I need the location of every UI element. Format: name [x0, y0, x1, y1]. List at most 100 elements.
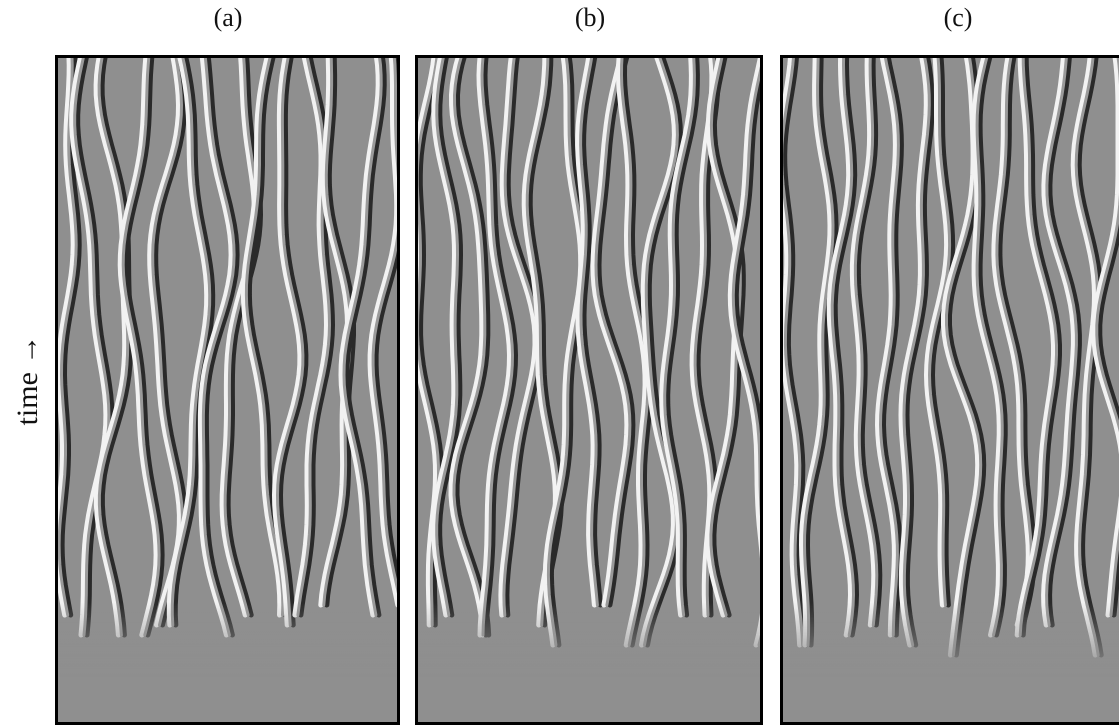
axis-label: time →	[11, 335, 44, 426]
stripe-light	[1041, 55, 1076, 628]
stripe-mid	[1095, 55, 1119, 617]
stripe-mid	[853, 55, 879, 627]
stripe-light	[542, 55, 584, 648]
stripes	[415, 55, 763, 725]
stripe-mid	[170, 55, 212, 627]
stripe-mid	[371, 55, 400, 607]
stripe-mid	[1045, 55, 1078, 627]
stripe-mid	[57, 55, 78, 617]
stripe-dark	[454, 55, 492, 638]
stripe-dark	[548, 55, 590, 648]
stripe-dark	[997, 55, 1037, 628]
stripe-mid	[902, 55, 931, 647]
stripe-light	[923, 55, 950, 608]
stripe-dark	[977, 55, 1008, 638]
stripe-dark	[804, 55, 839, 648]
stripe-light	[367, 55, 400, 608]
stripes	[55, 55, 400, 725]
stripe-light	[448, 55, 486, 638]
stripe-light	[93, 55, 128, 638]
stripe-light	[117, 55, 159, 638]
stripe-light	[338, 55, 381, 618]
stripe-dark	[1047, 55, 1082, 628]
stripe-mid	[594, 55, 632, 607]
panel-frame	[55, 55, 400, 725]
panel-frame	[415, 55, 763, 725]
stripe-dark	[527, 55, 564, 628]
stripe-mid	[435, 55, 460, 617]
stripe-light	[431, 55, 458, 618]
stripe-mid	[1074, 55, 1100, 657]
stripe-light	[615, 55, 648, 648]
stripe-dark	[172, 55, 216, 628]
stripe-light	[166, 55, 210, 628]
stripe-mid	[1018, 55, 1058, 637]
stripe-dark	[904, 55, 935, 648]
stripe-mid	[342, 55, 383, 617]
stripe-light	[971, 55, 1002, 638]
stripe-light	[498, 55, 538, 618]
stripe-light	[639, 55, 677, 648]
stripe-light	[292, 55, 330, 618]
stripe-mid	[223, 55, 260, 617]
stripe-light	[575, 55, 597, 608]
stripe-light	[798, 55, 833, 648]
stripe-light	[219, 55, 258, 618]
stripe-light	[476, 55, 513, 638]
stripe-mid	[579, 55, 599, 607]
stripe-light	[991, 55, 1031, 628]
stripe-mid	[731, 55, 763, 647]
stripe-light	[849, 55, 877, 628]
stripe-dark	[733, 61, 763, 648]
stripe-mid	[546, 55, 586, 647]
stripe-light	[1070, 55, 1098, 658]
stripe-mid	[927, 55, 952, 607]
stripe-light	[898, 55, 929, 648]
stripe-light	[147, 55, 182, 628]
stripe-mid	[975, 55, 1004, 637]
stripe-dark	[482, 55, 519, 638]
stripe-mid	[878, 55, 900, 637]
stripe-dark	[855, 55, 883, 628]
stripe-mid	[995, 55, 1033, 627]
stripe-dark	[437, 55, 464, 618]
panel-label: (a)	[214, 3, 243, 32]
stripe-dark	[1097, 55, 1119, 618]
panel-frame	[780, 55, 1119, 725]
stripe-mid	[663, 55, 696, 617]
stripe-light	[659, 55, 694, 618]
stripe-light	[271, 55, 303, 628]
stripe-dark	[929, 55, 956, 608]
stripe-pattern	[55, 55, 400, 725]
stripe-light	[874, 55, 898, 638]
stripe-light	[240, 55, 283, 618]
stripe-light	[1014, 55, 1056, 638]
stripe-mid	[244, 55, 285, 617]
stripe-dark	[832, 55, 860, 638]
panel-label: (c)	[944, 3, 973, 32]
stripe-dark	[225, 55, 264, 618]
stripe-dark	[1020, 55, 1062, 638]
stripe-dark	[596, 55, 636, 608]
stripe-mid	[275, 55, 305, 627]
stripe-dark	[75, 55, 115, 638]
stripe-dark	[344, 55, 387, 618]
stripe-mid	[121, 55, 161, 637]
stripes	[780, 55, 1119, 725]
stripe-mid	[73, 55, 111, 637]
stripe-light	[69, 55, 109, 638]
panel-label: (b)	[575, 3, 605, 32]
stripe-pattern	[780, 55, 1119, 725]
stripe-light	[826, 55, 854, 638]
stripe-mid	[643, 55, 679, 647]
stripe-dark	[277, 55, 309, 628]
stripe-mid	[480, 55, 515, 637]
stripe-mid	[97, 55, 130, 637]
stripe-mid	[830, 55, 856, 637]
stripe-dark	[665, 55, 700, 618]
stripe-dark	[581, 55, 603, 608]
stripe-dark	[782, 55, 809, 648]
stripe-dark	[880, 55, 904, 638]
